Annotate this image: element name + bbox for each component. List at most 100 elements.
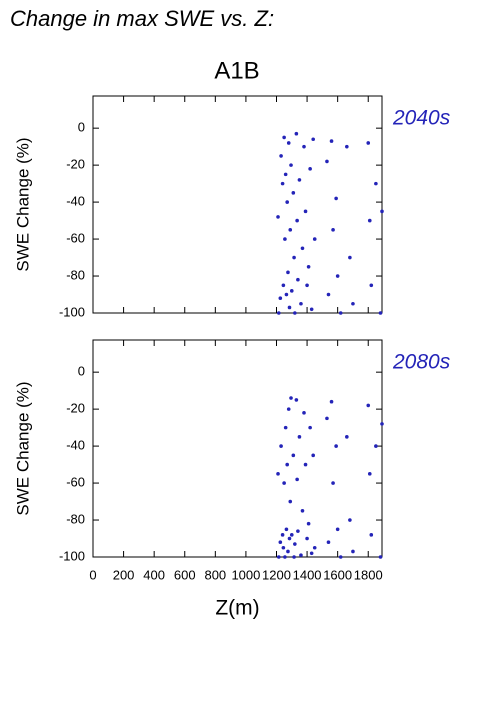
x-tick-label: 1400 (293, 567, 322, 582)
y-tick-label: -80 (66, 267, 85, 282)
scatter-point (287, 536, 292, 541)
scatter-point (283, 555, 287, 559)
scatter-point (284, 527, 289, 532)
scatter-point (289, 396, 293, 400)
scatter-point (311, 137, 315, 142)
scatter-point (299, 301, 303, 306)
scatter-point (293, 542, 297, 546)
y-tick-label: -40 (66, 194, 85, 209)
scatter-point (294, 131, 299, 136)
scatter-point (276, 215, 280, 219)
scatter-point (366, 141, 371, 145)
scatter-point (312, 545, 317, 550)
y-tick-label: -20 (66, 157, 85, 172)
scatter-point (325, 159, 329, 164)
scatter-point (331, 228, 335, 232)
x-tick-label: 200 (113, 567, 135, 582)
scatter-point (334, 196, 338, 201)
x-tick-label: 400 (143, 567, 165, 582)
scatter-point (282, 135, 286, 140)
x-tick-label: 1800 (354, 567, 383, 582)
scatter-point (303, 209, 308, 214)
y-tick-label: -40 (66, 438, 85, 453)
scatter-point (326, 292, 331, 297)
scatter-point (276, 555, 281, 559)
scatter-point (289, 533, 294, 537)
scatter-point (306, 521, 311, 526)
scatter-point (289, 163, 293, 167)
scatter-point (296, 529, 300, 533)
scatter-point (329, 139, 334, 143)
scatter-point (374, 181, 378, 186)
scatter-point (380, 422, 384, 426)
scatter-point (297, 435, 302, 439)
scatter-point (295, 477, 299, 482)
scatter-point (309, 307, 314, 312)
scatter-point (345, 144, 349, 149)
scatter-point (300, 246, 305, 251)
scatter-point (369, 283, 374, 288)
scatter-point (285, 462, 289, 467)
y-tick-label: -80 (66, 511, 85, 526)
scatter-point (286, 270, 290, 275)
x-tick-label: 1200 (262, 567, 291, 582)
scatter-point (280, 533, 285, 537)
scatter-point (302, 411, 306, 415)
scatter-point (276, 472, 280, 476)
scatter-point (329, 399, 334, 404)
scatter-point (287, 305, 292, 310)
scatter-point (348, 255, 352, 260)
scatter-point (338, 555, 343, 559)
scatter-point (279, 154, 283, 158)
scatter-point (367, 472, 372, 476)
scatter-point (306, 264, 311, 269)
scatter-point (331, 481, 335, 485)
plot-frame (92, 339, 383, 558)
scatter-point (334, 444, 338, 448)
scatter-point (278, 540, 283, 545)
scatter-point (284, 292, 289, 297)
scatter-point (312, 237, 317, 241)
scatter-point (286, 141, 291, 145)
panel-label: 2080s (392, 351, 451, 374)
scatter-point (325, 416, 329, 421)
scatter-point (283, 237, 287, 241)
scatter-point (294, 398, 299, 402)
panel-label: 2040s (392, 107, 451, 130)
scatter-point (279, 444, 283, 448)
x-axis-label: Z(m) (215, 597, 259, 620)
scatter-point (335, 527, 340, 532)
page-title: Change in max SWE vs. Z: (10, 6, 274, 31)
scatter-point (305, 536, 309, 541)
scatter-point (345, 435, 349, 439)
y-tick-label: -20 (66, 401, 85, 416)
scatter-point (291, 191, 296, 195)
scatter-point (303, 462, 308, 467)
scatter-point (293, 311, 297, 315)
scatter-point (288, 228, 293, 232)
scatter-point (297, 178, 302, 182)
scatter-point (292, 555, 296, 559)
scatter-point (369, 533, 374, 537)
scatter-point (300, 508, 305, 513)
scatter-point (335, 274, 340, 278)
scatter-point (351, 301, 355, 306)
scatter-point (311, 453, 315, 458)
plot-frame (92, 95, 383, 314)
scatter-point (276, 311, 281, 315)
y-tick-label: -100 (59, 304, 85, 319)
scatter-point (292, 255, 296, 260)
y-tick-label: -100 (59, 548, 85, 563)
scatter-point (374, 444, 378, 448)
scatter-point (302, 144, 306, 149)
y-tick-label: 0 (78, 120, 85, 135)
scatter-point (282, 481, 286, 485)
scatter-point (299, 553, 303, 557)
scatter-point (378, 311, 383, 315)
y-tick-label: -60 (66, 475, 85, 490)
scatter-point (308, 167, 312, 171)
scatter-point (289, 289, 294, 293)
scenario-title: A1B (214, 57, 259, 84)
scatter-point (308, 425, 312, 430)
